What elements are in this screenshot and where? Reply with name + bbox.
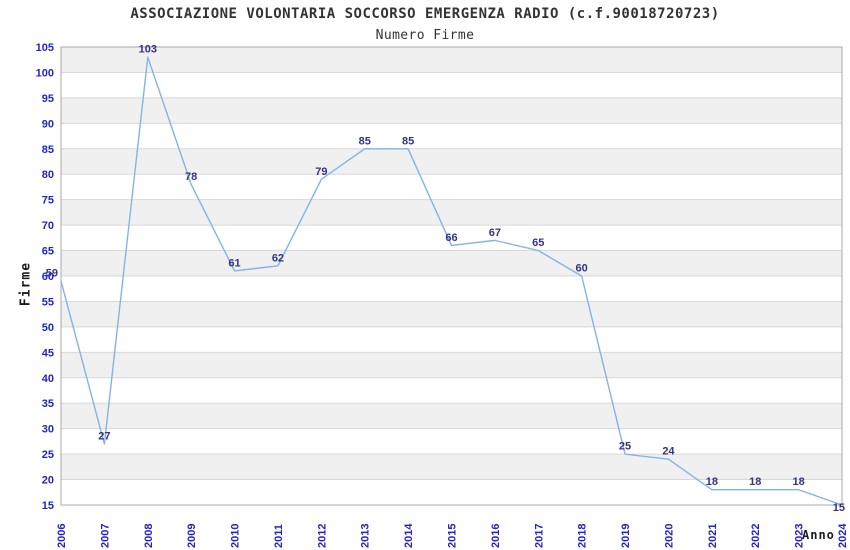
plot-border (60, 46, 843, 506)
y-tick-label: 40 (42, 373, 54, 385)
plot-band (61, 276, 842, 302)
y-tick-label: 55 (42, 296, 54, 308)
point-label: 24 (662, 446, 675, 458)
plot-band (61, 97, 842, 124)
point-label: 25 (619, 441, 631, 453)
point-label: 67 (489, 227, 501, 239)
x-tick-label: 2023 (794, 524, 806, 548)
x-tick-label: 2012 (316, 524, 328, 548)
point-label: 59 (46, 268, 58, 280)
y-tick-label: 25 (42, 449, 54, 461)
x-tick-label: 2006 (56, 524, 68, 548)
plot-band (61, 174, 842, 200)
y-axis-title: Firme (18, 261, 34, 307)
plot-band (61, 148, 842, 175)
y-tick-label: 105 (36, 42, 54, 54)
plot-band (61, 377, 842, 404)
plot-band (61, 47, 842, 73)
plot-band (61, 428, 842, 455)
plot-band (61, 403, 842, 429)
point-label: 78 (185, 171, 197, 183)
plot-band (61, 199, 842, 226)
data-line (60, 56, 843, 506)
chart-title: ASSOCIAZIONE VOLONTARIA SOCCORSO EMERGEN… (130, 6, 720, 22)
x-tick-label: 2024 (837, 523, 849, 548)
x-tick-label: 2018 (577, 524, 589, 548)
y-tick-label: 90 (42, 118, 54, 130)
point-label: 15 (833, 502, 845, 514)
plot-band (61, 479, 842, 505)
x-tick-label: 2011 (273, 524, 285, 548)
y-tick-label: 45 (42, 347, 54, 359)
x-tick-label: 2017 (533, 524, 545, 548)
point-label: 18 (706, 476, 718, 488)
plot-band (61, 326, 842, 353)
point-label: 60 (576, 263, 588, 275)
y-tick-label: 35 (42, 398, 54, 410)
point-label: 27 (98, 430, 110, 442)
y-tick-label: 20 (42, 475, 54, 487)
x-tick-label: 2016 (490, 524, 502, 548)
y-tick-label: 50 (42, 322, 54, 334)
point-label: 79 (315, 166, 327, 178)
plot-band (61, 250, 842, 276)
x-tick-label: 2007 (99, 524, 111, 548)
plot-band (61, 352, 842, 378)
x-tick-label: 2009 (186, 524, 198, 548)
point-label: 18 (792, 476, 804, 488)
x-tick-label: 2020 (663, 524, 675, 548)
x-tick-label: 2008 (143, 524, 155, 548)
plot-band (61, 72, 842, 98)
point-label: 103 (139, 44, 157, 56)
x-tick-label: 2013 (360, 524, 372, 548)
y-tick-label: 70 (42, 220, 54, 232)
plot-band (61, 225, 842, 251)
point-label: 65 (532, 237, 544, 249)
point-label: 85 (402, 135, 414, 147)
plot-band (61, 454, 842, 480)
y-tick-label: 30 (42, 424, 54, 436)
point-label: 66 (445, 232, 457, 244)
x-axis-title: Anno (802, 528, 835, 542)
plot-band (61, 123, 842, 149)
y-tick-label: 60 (42, 271, 54, 283)
y-tick-label: 75 (42, 195, 54, 207)
point-label: 61 (228, 257, 240, 269)
x-tick-label: 2022 (750, 524, 762, 548)
x-tick-label: 2019 (620, 524, 632, 548)
y-tick-label: 95 (42, 93, 54, 105)
x-tick-label: 2014 (403, 523, 415, 548)
y-tick-label: 85 (42, 144, 54, 156)
chart-subtitle: Numero Firme (375, 28, 475, 43)
y-tick-label: 15 (42, 500, 54, 512)
point-label: 85 (359, 135, 371, 147)
y-tick-label: 80 (42, 169, 54, 181)
y-tick-label: 100 (36, 67, 54, 79)
y-tick-label: 65 (42, 246, 54, 258)
x-tick-label: 2021 (707, 524, 719, 548)
plot-band (61, 301, 842, 327)
x-tick-label: 2010 (230, 524, 242, 548)
x-tick-label: 2015 (447, 524, 459, 548)
point-label: 18 (749, 476, 761, 488)
point-label: 62 (272, 252, 284, 264)
